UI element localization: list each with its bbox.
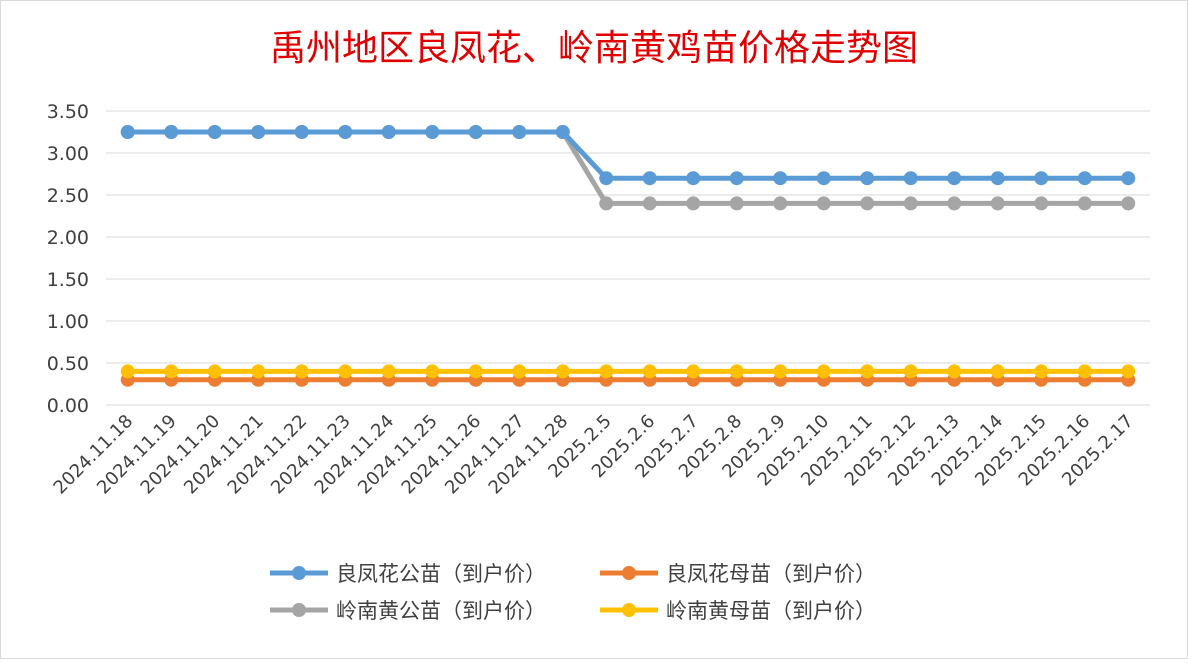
data-point bbox=[903, 196, 918, 211]
data-point bbox=[1034, 364, 1049, 379]
data-point bbox=[686, 196, 701, 211]
data-point bbox=[1121, 171, 1136, 186]
data-point bbox=[207, 364, 222, 379]
data-point bbox=[599, 171, 614, 186]
gridlines bbox=[106, 110, 1150, 406]
data-point bbox=[294, 125, 309, 139]
data-point bbox=[686, 171, 701, 186]
data-point bbox=[1077, 364, 1092, 379]
data-point bbox=[860, 196, 875, 211]
legend-swatch-marker bbox=[622, 603, 636, 617]
data-point bbox=[1077, 196, 1092, 211]
data-point bbox=[251, 364, 266, 379]
data-point bbox=[642, 364, 657, 379]
data-point bbox=[1034, 171, 1049, 186]
data-point bbox=[1034, 196, 1049, 211]
data-point bbox=[599, 364, 614, 379]
data-point bbox=[468, 364, 483, 379]
data-point bbox=[599, 196, 614, 211]
data-point bbox=[512, 125, 527, 139]
data-point bbox=[816, 364, 831, 379]
series-layer bbox=[120, 125, 1136, 387]
data-point bbox=[947, 364, 962, 379]
data-point bbox=[381, 125, 396, 139]
legend-label: 岭南黄公苗（到户价） bbox=[336, 599, 546, 623]
y-tick-label: 3.00 bbox=[47, 143, 89, 165]
data-point bbox=[686, 364, 701, 379]
data-point bbox=[468, 125, 483, 139]
y-axis-tick-labels: 0.00 0.50 1.00 1.50 2.00 2.50 3.00 3.50 bbox=[47, 101, 89, 417]
data-point bbox=[1121, 196, 1136, 211]
legend-item: 良凤花母苗（到户价） bbox=[600, 562, 876, 586]
data-point bbox=[729, 171, 744, 186]
data-point bbox=[947, 171, 962, 186]
legend: 良凤花公苗（到户价） 良凤花母苗（到户价） 岭南黄公苗（到户价） 岭南黄母苗（到户价） bbox=[270, 562, 876, 623]
legend-item: 岭南黄公苗（到户价） bbox=[270, 599, 546, 623]
data-point bbox=[120, 364, 135, 379]
data-point bbox=[990, 364, 1005, 379]
x-axis-tick-labels: 2024.11.182024.11.192024.11.202024.11.21… bbox=[50, 411, 1138, 499]
data-point bbox=[294, 364, 309, 379]
data-point bbox=[773, 364, 788, 379]
y-tick-label: 2.50 bbox=[47, 185, 89, 207]
data-point bbox=[164, 364, 179, 379]
data-point bbox=[903, 364, 918, 379]
data-point bbox=[1077, 171, 1092, 186]
series-1 bbox=[120, 125, 1136, 186]
data-point bbox=[338, 125, 353, 139]
data-point bbox=[990, 171, 1005, 186]
legend-swatch-marker bbox=[292, 603, 306, 617]
legend-swatch-marker bbox=[292, 566, 306, 580]
data-point bbox=[816, 196, 831, 211]
data-point bbox=[773, 196, 788, 211]
legend-swatch-marker bbox=[622, 566, 636, 580]
y-tick-label: 1.50 bbox=[47, 269, 89, 291]
data-point bbox=[1121, 364, 1136, 379]
data-point bbox=[120, 125, 135, 139]
legend-label: 良凤花母苗（到户价） bbox=[666, 562, 876, 586]
series-4 bbox=[120, 364, 1136, 379]
y-tick-label: 0.00 bbox=[47, 395, 89, 417]
y-tick-label: 3.50 bbox=[47, 101, 89, 123]
data-point bbox=[207, 125, 222, 139]
data-point bbox=[642, 171, 657, 186]
y-tick-label: 2.00 bbox=[47, 227, 89, 249]
legend-item: 岭南黄母苗（到户价） bbox=[600, 599, 876, 623]
y-tick-label: 0.50 bbox=[47, 353, 89, 375]
series-line bbox=[127, 129, 1129, 181]
data-point bbox=[860, 364, 875, 379]
legend-item: 良凤花公苗（到户价） bbox=[270, 562, 546, 586]
data-point bbox=[990, 196, 1005, 211]
data-point bbox=[425, 364, 440, 379]
data-point bbox=[251, 125, 266, 139]
data-point bbox=[816, 171, 831, 186]
data-point bbox=[425, 125, 440, 139]
data-point bbox=[860, 171, 875, 186]
data-point bbox=[773, 171, 788, 186]
legend-label: 良凤花公苗（到户价） bbox=[336, 562, 546, 586]
data-point bbox=[512, 364, 527, 379]
data-point bbox=[381, 364, 396, 379]
data-point bbox=[729, 364, 744, 379]
legend-label: 岭南黄母苗（到户价） bbox=[666, 599, 876, 623]
data-point bbox=[729, 196, 744, 211]
data-point bbox=[903, 171, 918, 186]
data-point bbox=[947, 196, 962, 211]
data-point bbox=[642, 196, 657, 211]
data-point bbox=[555, 364, 570, 379]
y-tick-label: 1.00 bbox=[47, 311, 89, 333]
data-point bbox=[555, 125, 570, 139]
chart-title: 禹州地区良凤花、岭南黄鸡苗价格走势图 bbox=[270, 28, 918, 69]
data-point bbox=[164, 125, 179, 139]
data-point bbox=[338, 364, 353, 379]
